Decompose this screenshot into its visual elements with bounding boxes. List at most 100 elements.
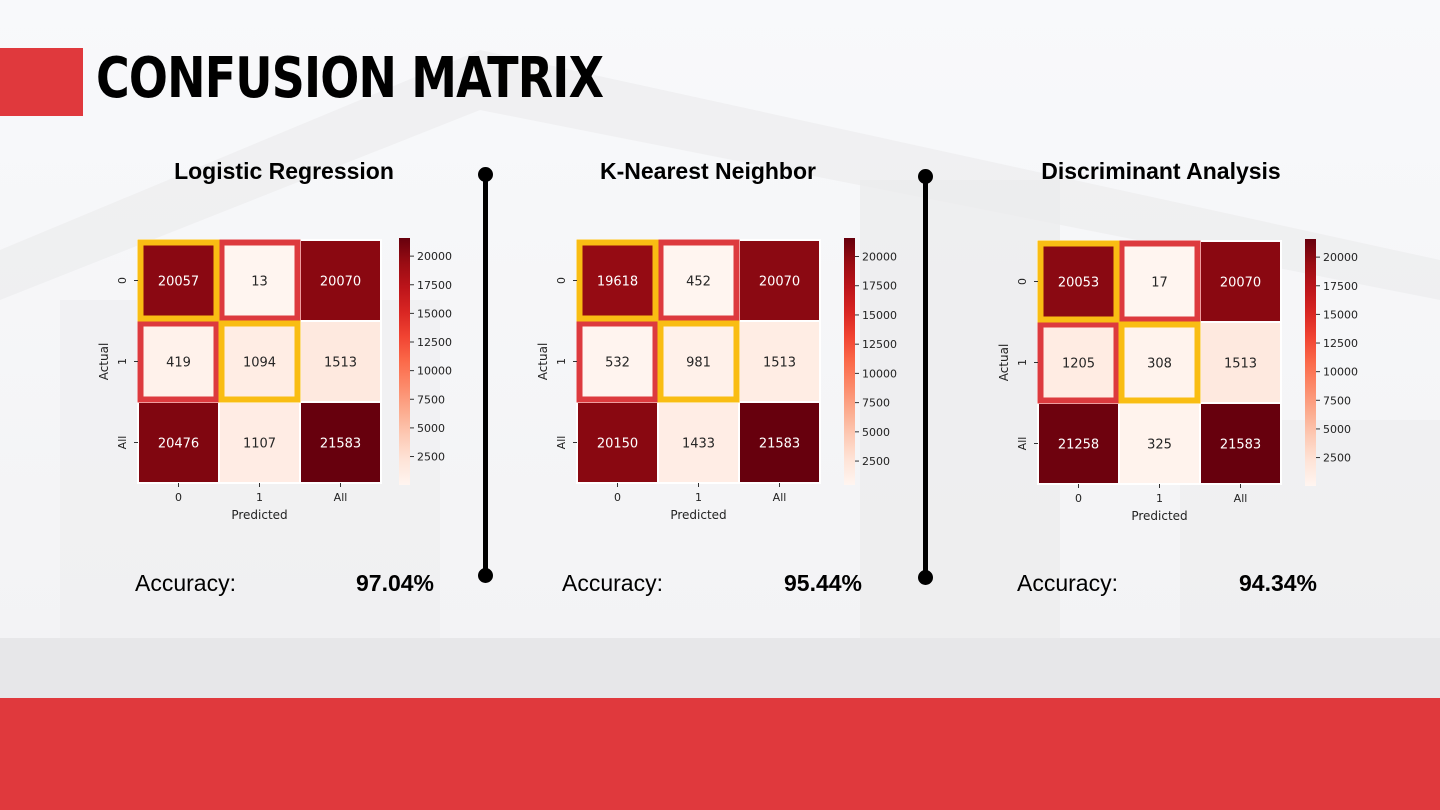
cell-value-label: 419 xyxy=(166,356,191,371)
colorbar-tick-label: 2500 xyxy=(1323,452,1351,465)
cell-value-label: 21583 xyxy=(320,437,361,452)
heatmap-cell xyxy=(299,401,382,484)
colorbar xyxy=(844,238,855,485)
heatmap-cell xyxy=(1199,240,1282,323)
panel-logistic-regression: Logistic Regression 20057 13 20070 419 1094 1… xyxy=(64,150,504,610)
x-tick-label: 1 xyxy=(256,491,263,504)
x-tick-label: All xyxy=(334,491,348,504)
colorbar-tick-label: 10000 xyxy=(862,367,897,380)
colorbar-tick-label: 17500 xyxy=(417,279,452,292)
colorbar-tick-label: 2500 xyxy=(417,451,445,464)
colorbar-tick-label: 2500 xyxy=(862,455,890,468)
cell-value-label: 20070 xyxy=(320,275,361,290)
divider-line xyxy=(483,174,488,577)
colorbar-tick-label: 15000 xyxy=(417,307,452,320)
error-highlight-frame xyxy=(657,239,740,322)
heatmap-cell xyxy=(1118,402,1201,485)
page-title: CONFUSION MATRIX xyxy=(96,46,604,111)
cell-value-label: 1513 xyxy=(1224,357,1257,372)
colorbar-tick-label: 15000 xyxy=(862,309,897,322)
y-axis-label: Actual xyxy=(97,343,111,381)
accuracy-value: 95.44% xyxy=(784,570,863,596)
y-tick-label: All xyxy=(116,436,129,450)
divider-line xyxy=(923,176,928,578)
error-highlight-frame xyxy=(576,320,659,403)
y-axis-label: Actual xyxy=(997,344,1011,382)
cell-value-label: 1205 xyxy=(1062,357,1095,372)
error-highlight-frame xyxy=(1118,240,1201,323)
y-tick-label: 1 xyxy=(555,358,568,365)
heatmap-cell xyxy=(137,239,220,322)
heatmap-cell xyxy=(137,320,220,403)
cell-value-label: 20070 xyxy=(1220,276,1261,291)
correct-highlight-frame xyxy=(218,320,301,403)
panel-k-nearest-neighbor: K-Nearest Neighbor 19618 452 20070 532 981 15… xyxy=(488,150,928,610)
cell-value-label: 20070 xyxy=(759,275,800,290)
cell-value-label: 1513 xyxy=(324,356,357,371)
heatmap-cell xyxy=(738,239,821,322)
y-tick-label: 0 xyxy=(116,277,129,284)
colorbar-tick-label: 7500 xyxy=(862,397,890,410)
x-tick-label: 1 xyxy=(695,491,702,504)
cell-value-label: 21258 xyxy=(1058,438,1099,453)
accuracy-label: Accuracy: xyxy=(1017,570,1118,596)
cell-value-label: 17 xyxy=(1151,276,1168,291)
x-tick-label: 0 xyxy=(1075,492,1082,505)
x-tick-label: 1 xyxy=(1156,492,1163,505)
x-axis-label: Predicted xyxy=(670,508,726,522)
accuracy-value: 97.04% xyxy=(356,570,435,596)
model-title: K-Nearest Neighbor xyxy=(600,158,816,184)
x-tick-label: 0 xyxy=(614,491,621,504)
panel-discriminant-analysis: Discriminant Analysis 20053 17 20070 1205 30… xyxy=(941,150,1381,610)
heatmap-cell xyxy=(657,320,740,403)
heatmap-cell xyxy=(299,239,382,322)
divider-dot xyxy=(918,169,933,184)
model-title: Discriminant Analysis xyxy=(1041,158,1281,184)
cell-value-label: 452 xyxy=(686,275,711,290)
divider-dot xyxy=(918,570,933,585)
heatmap-cell xyxy=(738,401,821,484)
y-tick-label: All xyxy=(1016,437,1029,451)
cell-value-label: 1433 xyxy=(682,437,715,452)
colorbar-tick-label: 10000 xyxy=(1323,366,1358,379)
accuracy-label: Accuracy: xyxy=(562,570,663,596)
colorbar-tick-label: 7500 xyxy=(417,393,445,406)
colorbar-tick-label: 5000 xyxy=(862,426,890,439)
cell-value-label: 19618 xyxy=(597,275,638,290)
cell-value-label: 20053 xyxy=(1058,276,1099,291)
y-tick-label: All xyxy=(555,436,568,450)
error-highlight-frame xyxy=(1037,321,1120,404)
y-tick-label: 0 xyxy=(555,277,568,284)
heatmap-cell xyxy=(576,401,659,484)
model-title: Logistic Regression xyxy=(174,158,394,184)
colorbar-tick-label: 12500 xyxy=(417,336,452,349)
correct-highlight-frame xyxy=(576,239,659,322)
colorbar-tick-label: 12500 xyxy=(862,338,897,351)
x-tick-label: 0 xyxy=(175,491,182,504)
colorbar-tick-label: 5000 xyxy=(1323,423,1351,436)
error-highlight-frame xyxy=(218,239,301,322)
correct-highlight-frame xyxy=(137,239,220,322)
heatmap-cell xyxy=(299,320,382,403)
cell-value-label: 20150 xyxy=(597,437,638,452)
x-axis-label: Predicted xyxy=(231,508,287,522)
heatmap-cell xyxy=(576,239,659,322)
accuracy-label: Accuracy: xyxy=(135,570,236,596)
colorbar-tick-label: 17500 xyxy=(1323,280,1358,293)
colorbar-tick-label: 15000 xyxy=(1323,308,1358,321)
cell-value-label: 325 xyxy=(1147,438,1172,453)
y-tick-label: 0 xyxy=(1016,278,1029,285)
heatmap-cell xyxy=(1199,321,1282,404)
colorbar-tick-label: 10000 xyxy=(417,365,452,378)
cell-value-label: 981 xyxy=(686,356,711,371)
cell-value-label: 308 xyxy=(1147,357,1172,372)
colorbar-tick-label: 5000 xyxy=(417,422,445,435)
cell-value-label: 20057 xyxy=(158,275,199,290)
colorbar xyxy=(399,238,410,485)
x-axis-label: Predicted xyxy=(1131,509,1187,523)
cell-value-label: 21583 xyxy=(1220,438,1261,453)
gray-band xyxy=(0,638,1440,698)
correct-highlight-frame xyxy=(1037,240,1120,323)
